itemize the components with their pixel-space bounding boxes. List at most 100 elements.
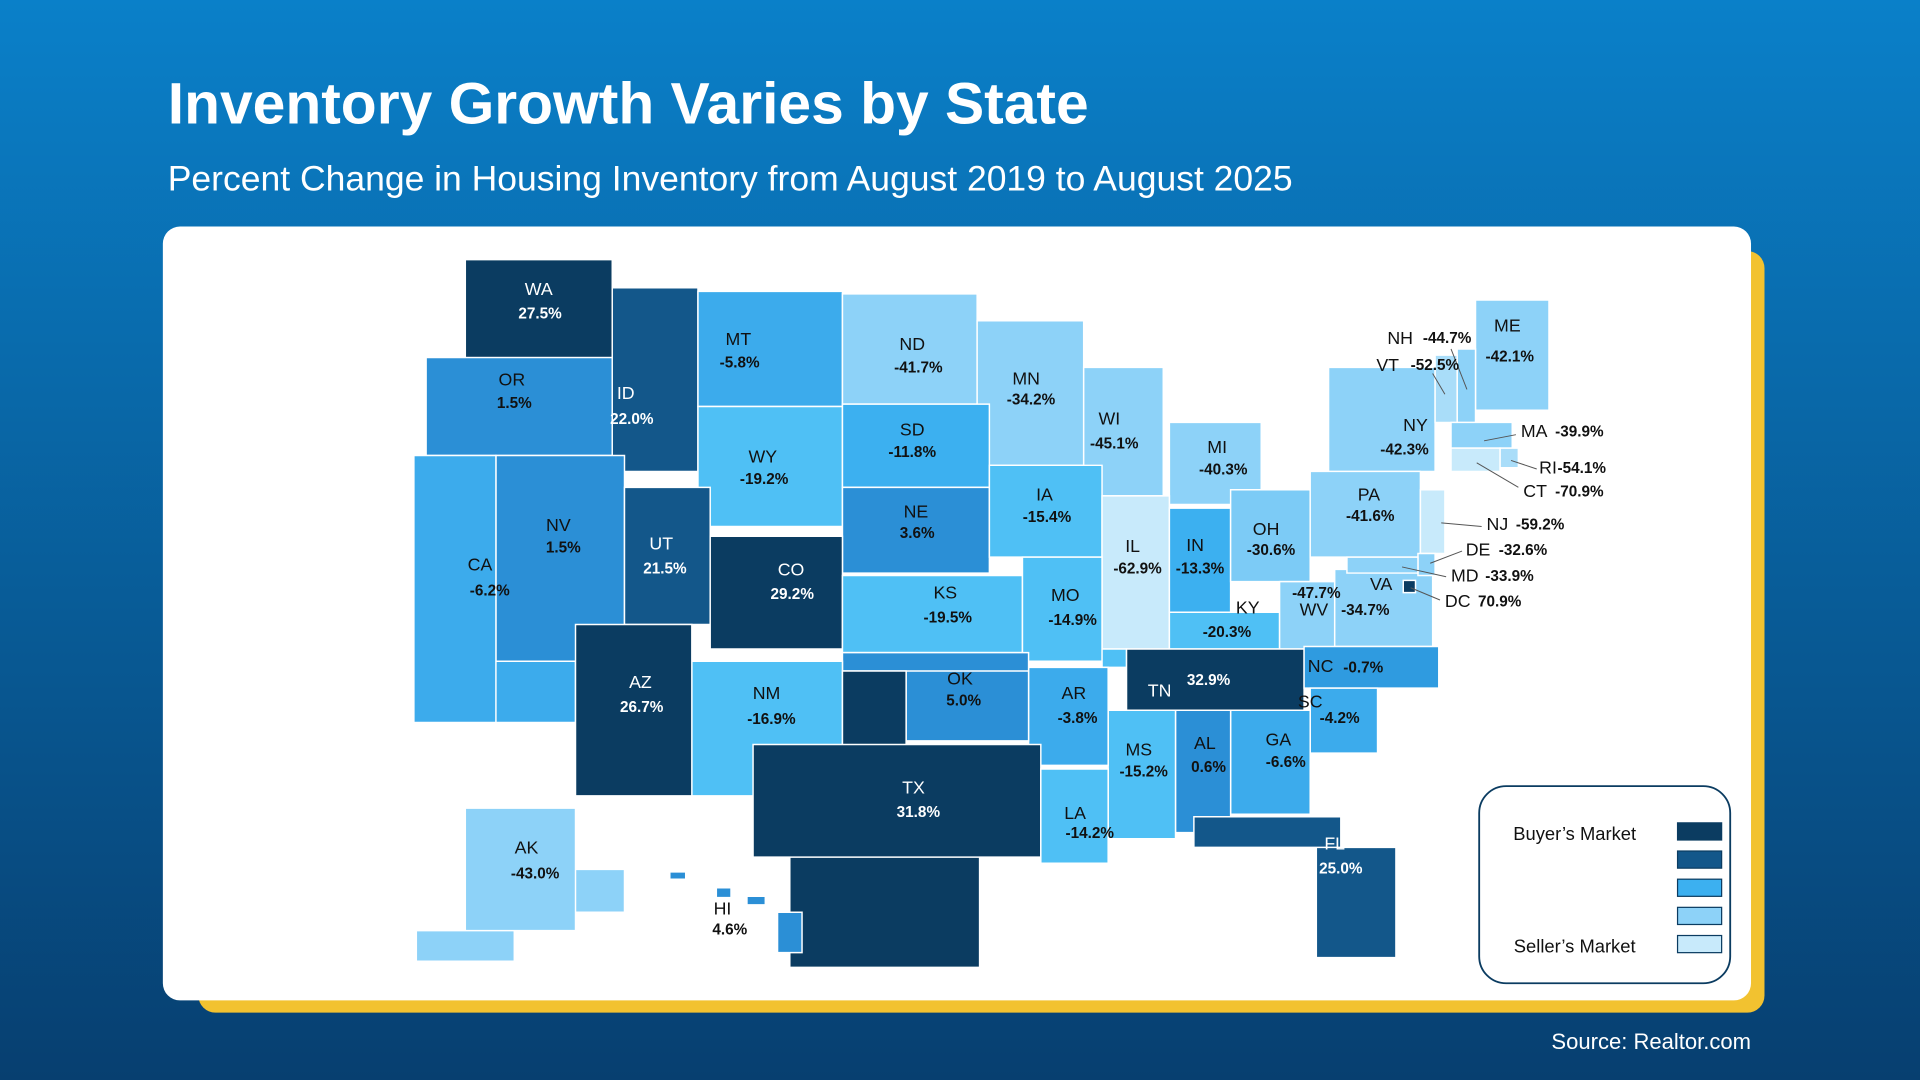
state	[415, 807, 626, 962]
state-value: 5.0%	[946, 693, 981, 710]
state	[1040, 768, 1109, 864]
state-code: NV	[546, 515, 571, 535]
state-value: -34.7%	[1341, 602, 1390, 619]
state	[574, 623, 693, 797]
state-value: -41.7%	[894, 360, 943, 377]
leader-line	[1401, 566, 1447, 578]
state-code: MS	[1125, 739, 1152, 759]
state-code: RI	[1539, 458, 1557, 478]
state-value: -30.6%	[1247, 542, 1296, 559]
state	[1456, 348, 1477, 424]
state-value: -3.8%	[1058, 710, 1098, 727]
state-value: 21.5%	[643, 560, 687, 577]
state-value: -45.1%	[1090, 436, 1139, 453]
subtitle: Percent Change in Housing Inventory from…	[168, 159, 1293, 199]
state-value: -15.4%	[1023, 509, 1072, 526]
state-value: -34.2%	[1007, 391, 1056, 408]
state-value: 22.0%	[610, 411, 654, 428]
state-value: -47.7%	[1292, 585, 1341, 602]
legend-swatch	[1676, 878, 1723, 897]
state-code: HI	[714, 898, 732, 918]
state-value: 70.9%	[1478, 593, 1522, 610]
state-code: IN	[1186, 535, 1204, 555]
state-code: WV	[1300, 600, 1329, 620]
state-value: -14.2%	[1066, 825, 1115, 842]
state-code: ID	[617, 383, 635, 403]
leader-line	[1410, 587, 1441, 601]
legend-swatch	[1676, 850, 1723, 869]
state-value: -52.5%	[1411, 357, 1460, 374]
state-value: 27.5%	[518, 306, 562, 323]
state-value: 1.5%	[546, 540, 581, 557]
state	[697, 290, 844, 408]
state-value: -16.9%	[747, 711, 796, 728]
state-code: VT	[1376, 355, 1399, 375]
state-code: UT	[649, 534, 673, 554]
state-value: 1.5%	[497, 395, 532, 412]
state-code: SC	[1298, 692, 1323, 712]
state-code: NJ	[1487, 514, 1509, 534]
state	[1419, 489, 1446, 555]
state-code: ME	[1494, 316, 1521, 336]
state-value: -39.9%	[1555, 423, 1604, 440]
state-code: NY	[1403, 415, 1428, 435]
state-code: TX	[902, 777, 925, 797]
state-value: -19.5%	[924, 609, 973, 626]
state	[1346, 556, 1419, 574]
state	[752, 670, 1042, 969]
state-code: IA	[1036, 485, 1053, 505]
state-code: MD	[1451, 565, 1479, 585]
state	[1450, 421, 1513, 449]
state-value: -44.7%	[1423, 330, 1472, 347]
legend-swatch	[1676, 934, 1723, 954]
state-labels: WA 27.5% OR 1.5% ID 22.0% MT -5.8% ND -41.7% MN -34…	[468, 279, 1607, 939]
legend-label: Buyer’s Market	[1513, 823, 1636, 844]
state-value: -11.8%	[888, 444, 936, 461]
state-value: -70.9%	[1555, 483, 1604, 500]
legend: Buyer’s Market Seller’s Market	[1513, 822, 1723, 957]
state	[1193, 816, 1397, 959]
state-value: -42.1%	[1486, 349, 1535, 366]
state-value: -15.2%	[1119, 764, 1168, 781]
leader-line	[1450, 348, 1468, 390]
state-value: -0.7%	[1343, 660, 1383, 677]
state-code: NC	[1308, 656, 1334, 676]
state-value: -6.6%	[1266, 754, 1306, 771]
state-map	[413, 258, 1550, 969]
state-code: AL	[1194, 733, 1216, 753]
state-value: -40.3%	[1199, 461, 1248, 478]
state-code: AZ	[629, 672, 652, 692]
state-value: -13.3%	[1176, 560, 1225, 577]
state-value: -32.6%	[1499, 542, 1548, 559]
state-code: WA	[525, 279, 553, 299]
source: Source: Realtor.com	[1551, 1029, 1751, 1054]
state-value: -54.1%	[1558, 460, 1607, 477]
state-code: CO	[778, 559, 805, 579]
state-value: 31.8%	[897, 804, 941, 821]
state-code: OR	[499, 370, 526, 390]
state-value: -43.0%	[511, 865, 560, 882]
leader-line	[1483, 434, 1517, 442]
state-code: AR	[1062, 683, 1087, 703]
state-code: ND	[899, 334, 925, 354]
state	[1450, 447, 1501, 473]
state-code: SD	[900, 420, 925, 440]
state-code: GA	[1266, 730, 1292, 750]
state-value: -59.2%	[1516, 516, 1565, 533]
state-code: AK	[515, 837, 539, 857]
state-value: 3.6%	[900, 525, 935, 542]
state-value: -41.6%	[1346, 508, 1395, 525]
state-code: NE	[904, 502, 929, 522]
state-value: -62.9%	[1113, 560, 1162, 577]
state-code: MN	[1012, 368, 1040, 388]
state-code: PA	[1358, 485, 1381, 505]
state-code: MO	[1051, 585, 1080, 605]
state-value: -20.3%	[1203, 624, 1252, 641]
state-code: CT	[1523, 481, 1547, 501]
legend-swatch	[1676, 822, 1723, 841]
state	[1402, 579, 1417, 594]
state-value: -5.8%	[720, 355, 760, 372]
